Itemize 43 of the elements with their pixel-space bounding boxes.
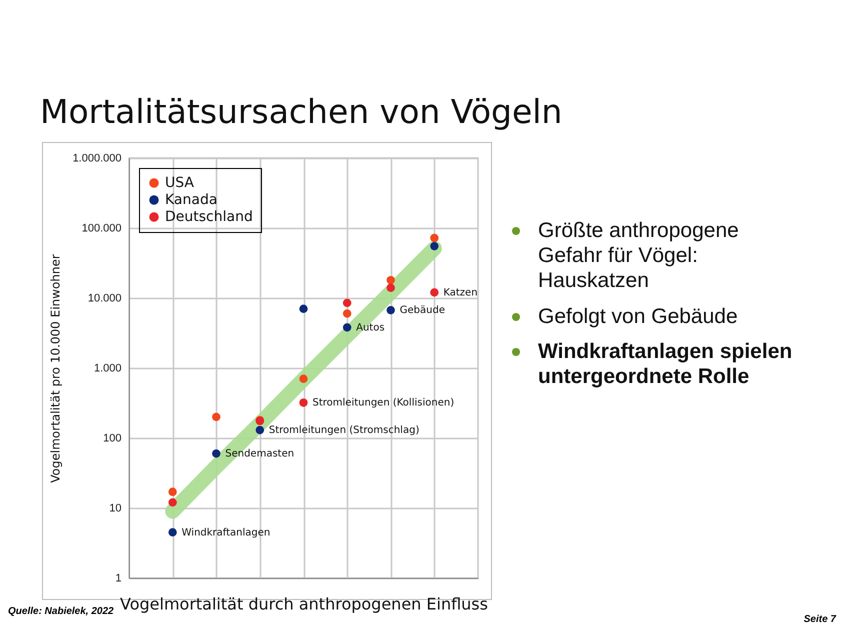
point [299, 304, 308, 314]
annotation: Autos [356, 322, 385, 334]
text: Seite 7 [804, 614, 836, 625]
legend-label: USA [165, 175, 194, 191]
point [168, 528, 177, 536]
point [299, 398, 308, 407]
point [212, 412, 220, 422]
point [386, 284, 395, 292]
y-tick-label: 100 [103, 432, 122, 444]
annotation: Gebäude [400, 305, 445, 316]
point [299, 374, 308, 384]
y-tick-label: 100.000 [82, 222, 122, 234]
y-tick-label: 1.000 [94, 362, 122, 374]
text: Größte anthropogene Gefahr für Vögel: Hauskatzen [537, 218, 740, 294]
annotation: Windkraftanlagen [182, 527, 270, 538]
point [430, 242, 439, 250]
point [212, 449, 220, 458]
point [430, 234, 439, 242]
y-axis-title: Vogelmortalität pro 10.000 Einwohner [48, 254, 63, 483]
annotation: Sendemasten [225, 448, 294, 460]
point [256, 426, 264, 434]
annotation: Stromleitungen (Kollisionen) [312, 398, 454, 409]
y-tick-label: 10 [109, 502, 122, 514]
point [168, 488, 177, 496]
point [342, 298, 352, 308]
point [342, 309, 352, 318]
point [342, 323, 352, 332]
point [386, 306, 395, 314]
annotation: Stromleitungen (Stromschlag) [268, 425, 420, 436]
legend-label: Kanada [165, 192, 218, 208]
chart-title: Mortalitätsursachen von Vögeln [40, 92, 562, 131]
text: Gefolgt von Gebäude [537, 304, 739, 329]
y-tick-label: 1.000.000 [72, 152, 122, 164]
point [168, 498, 177, 507]
y-tick-label: 1 [115, 572, 122, 584]
y-tick-label: 10.000 [88, 292, 122, 304]
annotation: Katzen [443, 287, 478, 298]
source-note: Quelle: Nabielek, 2022 [8, 606, 114, 617]
legend-label: Deutschland [165, 209, 253, 225]
x-axis-title: Vogelmortalität durch anthropogenen Einfluss [120, 594, 488, 614]
text: Windkraftanlagen spielen untergeordnete Rolle [537, 338, 794, 390]
point [386, 276, 395, 284]
point [430, 288, 439, 297]
